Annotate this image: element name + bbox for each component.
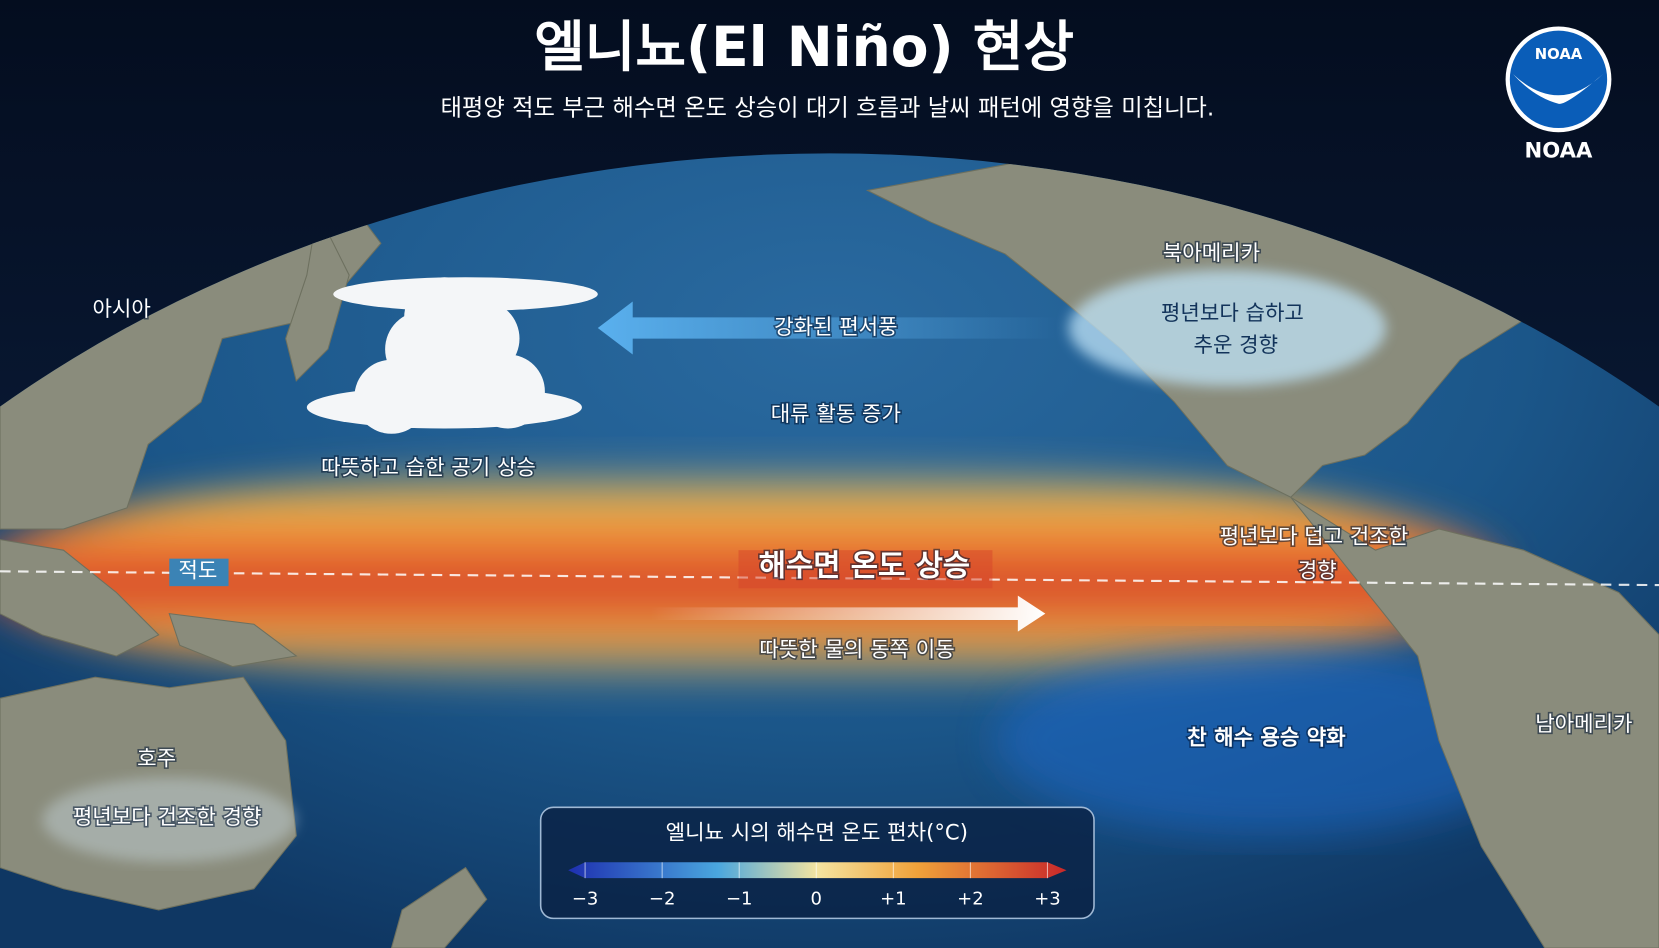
effect-line: 평년보다 습하고 [1161,300,1304,325]
annotation: 따뜻한 물의 동쪽 이동 [759,637,954,662]
logo [1509,30,1608,129]
region-label: 북아메리카 [1163,240,1260,265]
tick-label: +1 [880,888,906,909]
color-bar [568,862,1067,879]
legend-title: 엘니뇨 시의 해수면 온도 편차(°C) [666,820,968,845]
effect-label: 평년보다 덥고 건조한 경향 [1220,523,1415,582]
effect-label: 평년보다 습하고 추운 경향 [1161,300,1311,357]
annotation: 따뜻하고 습한 공기 상승 [321,455,536,480]
effect-label: 평년보다 건조한 경향 [73,804,262,829]
annotation: 대류 활동 증가 [771,401,901,426]
tick-label: −1 [726,888,753,909]
label-backdrop [738,550,993,589]
cool-region [994,645,1545,836]
tick-label: 0 [811,888,822,909]
subtitle: 태평양 적도 부근 해수면 온도 상승이 대기 흐름과 날씨 패턴에 영향을 미… [441,94,1215,121]
effect-line: 추운 경향 [1193,332,1278,357]
label-backdrop [169,558,229,587]
region-label: 남아메리카 [1535,711,1632,736]
annotation: 찬 해수 용승 약화 [1187,725,1346,750]
westerly-arrow [597,301,1059,355]
tick-label: +3 [1034,888,1061,909]
logo-caption: NOAA [1525,137,1593,162]
wet-cold-zone [1068,269,1387,387]
tick-label: −2 [649,888,676,909]
region-label: 호주 [137,746,176,771]
region-label: 아시아 [92,296,150,321]
warm-water-arrow [650,595,1046,632]
cloud [306,277,598,434]
annotation: 강화된 편서풍 [774,314,898,339]
legend: 엘니뇨 시의 해수면 온도 편차(°C) −3 −2 −1 0 +1 +2 +3 [539,806,1095,920]
logo-badge: NOAA [1535,46,1583,63]
logo-bird [1512,74,1603,104]
equator-label: 적도 [178,557,217,582]
tick-label: +2 [957,888,983,909]
title: 엘니뇨(El Niño) 현상 [534,15,1074,79]
effect-line: 경향 [1298,557,1337,582]
annotation: 해수면 온도 상승 [759,549,970,583]
effect-line: 평년보다 덥고 건조한 [1220,523,1409,548]
dry-zone [42,777,297,863]
tick-label: −3 [572,888,599,909]
